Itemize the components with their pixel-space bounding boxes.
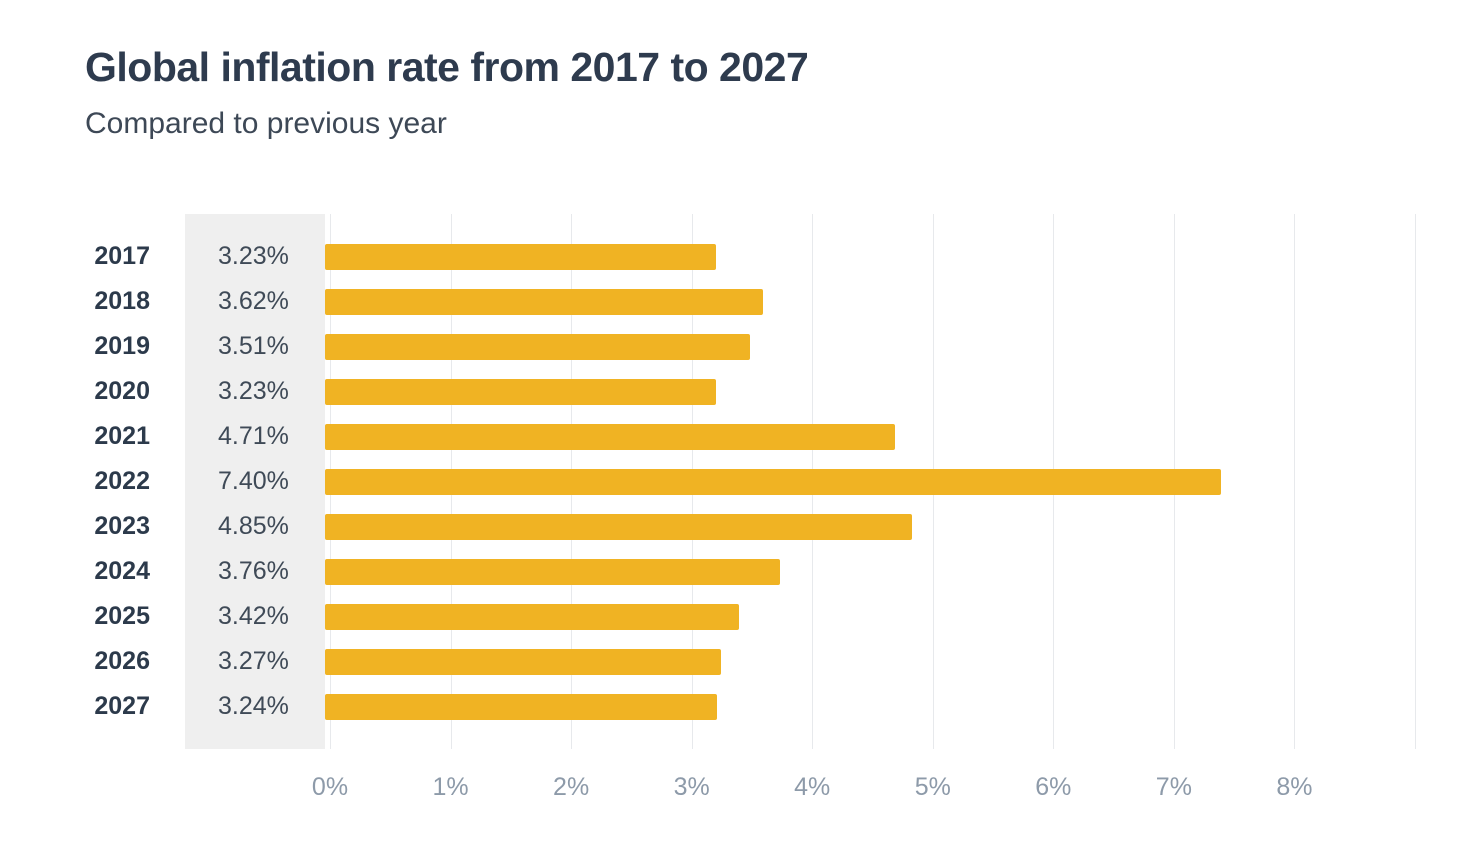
value-label: 3.23% <box>218 377 289 406</box>
bar <box>325 423 896 450</box>
bar <box>325 288 764 315</box>
year-label: 2023 <box>94 512 150 541</box>
bar-rows: 2017 3.23% 2018 3.62% 2019 3.51% 2020 3.23% 2021… <box>0 234 1472 729</box>
bar-row: 2024 3.76% <box>0 549 1472 594</box>
x-axis-tick-label: 0% <box>311 773 349 802</box>
x-axis-tick-label: 1% <box>432 773 469 802</box>
bar-row: 2017 3.23% <box>0 234 1472 279</box>
year-label: 2025 <box>94 602 150 631</box>
bar-row: 2021 4.71% <box>0 414 1472 459</box>
x-axis-tick-label: 2% <box>553 773 590 802</box>
value-label: 4.71% <box>218 422 289 451</box>
bar-row: 2018 3.62% <box>0 279 1472 324</box>
bar-row: 2027 3.24% <box>0 684 1472 729</box>
year-label: 2024 <box>94 557 150 586</box>
value-label: 3.51% <box>218 332 289 361</box>
bar-row: 2025 3.42% <box>0 594 1472 639</box>
bar <box>325 378 717 405</box>
chart-header: Global inflation rate from 2017 to 2027 … <box>0 0 1472 142</box>
year-label: 2022 <box>94 467 150 496</box>
bar <box>325 468 1222 495</box>
year-label: 2019 <box>94 332 150 361</box>
value-label: 4.85% <box>218 512 289 541</box>
year-label: 2027 <box>94 692 150 721</box>
bar-track <box>325 369 1415 414</box>
bar-track <box>325 279 1415 324</box>
bar <box>325 333 751 360</box>
bar-track <box>325 324 1415 369</box>
x-axis-tick-label: 7% <box>1155 773 1192 802</box>
bar-track <box>325 504 1415 549</box>
bar-row: 2022 7.40% <box>0 459 1472 504</box>
bar-track <box>325 414 1415 459</box>
bar <box>325 558 781 585</box>
chart-plot-area: 2017 3.23% 2018 3.62% 2019 3.51% 2020 3.23% 2021… <box>0 214 1472 750</box>
x-axis-tick-label: 5% <box>914 773 951 802</box>
value-label: 3.42% <box>218 602 289 631</box>
gridline <box>1415 214 1416 750</box>
x-axis-tick-label: 6% <box>1035 773 1072 802</box>
bar <box>325 648 722 675</box>
year-label: 2021 <box>94 422 150 451</box>
value-label: 3.76% <box>218 557 289 586</box>
chart-title: Global inflation rate from 2017 to 2027 <box>85 44 809 90</box>
gridline <box>1294 214 1296 750</box>
year-label: 2020 <box>94 377 150 406</box>
year-label: 2017 <box>94 242 150 271</box>
bar-track <box>325 234 1415 279</box>
bar <box>325 243 717 270</box>
x-axis: 0% 1% 2% 3% 4% 5% 6% 7% 8% <box>312 749 1415 802</box>
bar-track <box>325 459 1415 504</box>
bar-track <box>325 639 1415 684</box>
x-axis-tick-label: 4% <box>794 773 831 802</box>
bar-track <box>325 549 1415 594</box>
bar-row: 2023 4.85% <box>0 504 1472 549</box>
chart-subtitle: Compared to previous year <box>85 107 447 141</box>
bar-row: 2026 3.27% <box>0 639 1472 684</box>
bar <box>325 693 718 720</box>
x-axis-tick-label: 8% <box>1276 773 1313 802</box>
bar-row: 2019 3.51% <box>0 324 1472 369</box>
bar <box>325 603 740 630</box>
value-label: 3.62% <box>218 287 289 316</box>
bar-row: 2020 3.23% <box>0 369 1472 414</box>
value-label: 3.27% <box>218 647 289 676</box>
value-label: 7.40% <box>218 467 289 496</box>
value-label: 3.24% <box>218 692 289 721</box>
bar-track <box>325 684 1415 729</box>
year-label: 2018 <box>94 287 150 316</box>
value-label: 3.23% <box>218 242 289 271</box>
x-axis-tick-label: 3% <box>673 773 710 802</box>
year-label: 2026 <box>94 647 150 676</box>
value-label-panel <box>185 214 325 750</box>
bar-track <box>325 594 1415 639</box>
bar <box>325 513 913 540</box>
